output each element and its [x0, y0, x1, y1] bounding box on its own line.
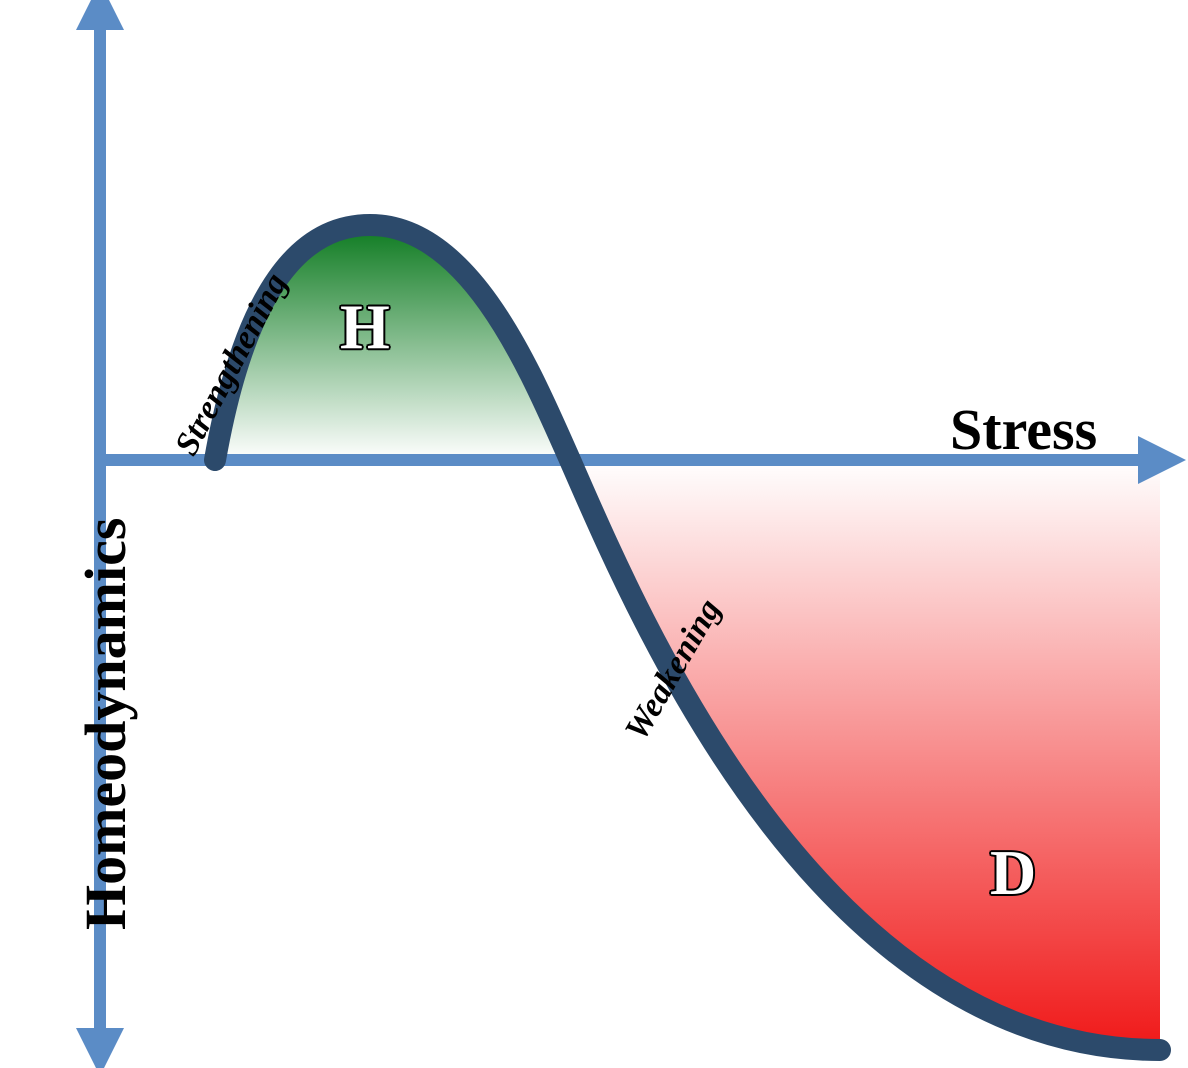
y-axis-label: Homeodynamics	[72, 518, 139, 930]
d-region-label: D	[990, 836, 1036, 910]
h-region-label: H	[340, 290, 390, 364]
x-axis-label: Stress	[950, 396, 1097, 463]
weakening-region	[570, 460, 1160, 1050]
